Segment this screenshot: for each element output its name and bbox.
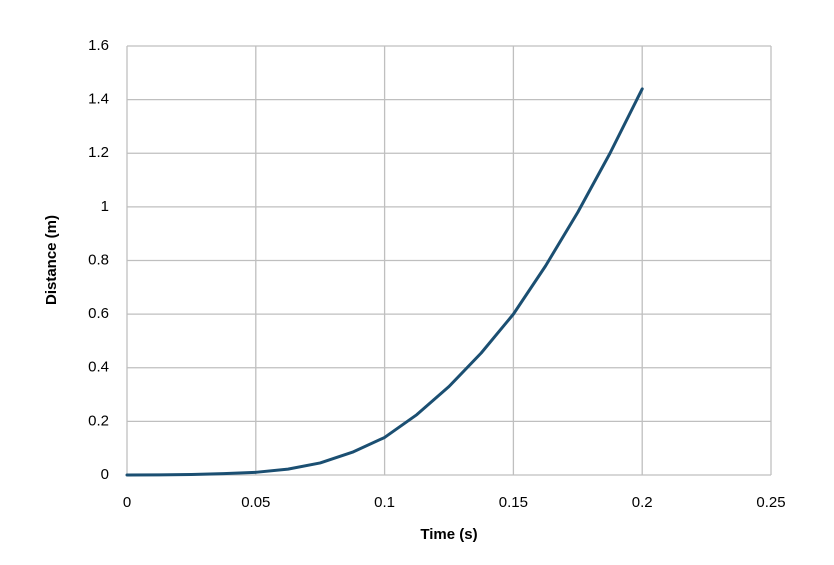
- x-tick-label: 0.1: [374, 494, 395, 511]
- x-tick-label: 0.15: [499, 494, 528, 511]
- y-tick-label: 0.8: [88, 251, 109, 268]
- line-series: [125, 87, 644, 477]
- y-tick-label: 0.2: [88, 412, 109, 429]
- y-tick-label: 1.2: [88, 144, 109, 161]
- y-tick-label: 0: [101, 466, 109, 483]
- x-tick-label: 0: [123, 494, 131, 511]
- y-tick-label: 1.4: [88, 91, 109, 108]
- x-tick-label: 0.25: [756, 494, 785, 511]
- x-tick-label: 0.05: [241, 494, 270, 511]
- x-tick-label: 0.2: [632, 494, 653, 511]
- y-tick-label: 1.6: [88, 37, 109, 54]
- y-axis-title: Distance (m): [43, 215, 60, 305]
- y-tick-label: 0.4: [88, 359, 109, 376]
- y-tick-label: 1: [101, 198, 109, 215]
- x-axis-title: Time (s): [420, 526, 477, 543]
- y-tick-label: 0.6: [88, 305, 109, 322]
